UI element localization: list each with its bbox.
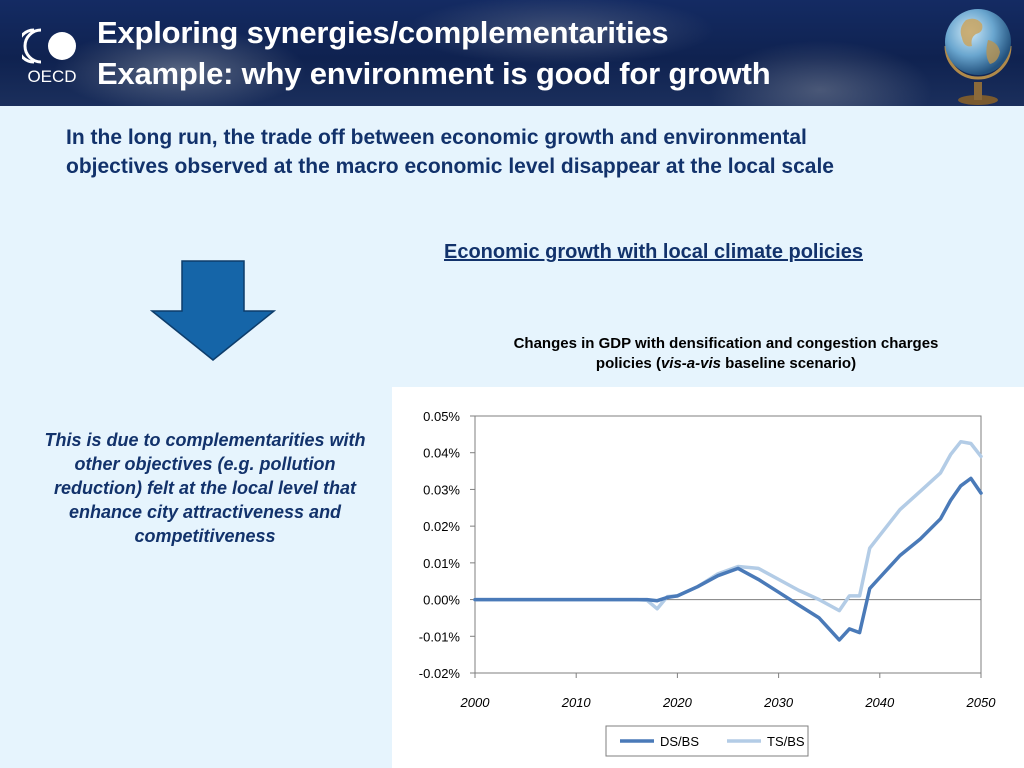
logo-text: OECD [27,67,76,84]
intro-text: In the long run, the trade off between e… [66,126,834,178]
chart-panel: 0.05% 0.04% 0.03% 0.02% 0.01% 0.00% -0.01% -0.0… [392,387,1024,768]
side-note-text: This is due to complementarities with ot… [44,430,366,546]
x-tick-label: 2040 [864,695,895,710]
legend-box [605,725,809,757]
chart-title-line-1: Changes in GDP with densification and co… [513,335,939,352]
chart-title-italic: vis-a-vis [660,355,721,372]
y-tick-label: 0.01% [423,556,460,571]
x-tick-label: 2030 [763,695,794,710]
title-banner: OECD Exploring synergies/complementariti… [0,0,1024,106]
chart-title: Changes in GDP with densification and co… [470,334,982,374]
y-tick-label: -0.01% [419,629,461,644]
y-tick-label: 0.04% [423,446,460,461]
slide-title-line-1: Exploring synergies/complementarities [97,15,669,50]
down-arrow-icon [150,260,276,361]
slide-title-line-2: Example: why environment is good for gro… [97,56,771,91]
y-tick-label: 0.02% [423,519,460,534]
chart-section-heading: Economic growth with local climate polic… [444,241,863,263]
globe-icon [944,9,1012,105]
oecd-logo: OECD [22,28,77,84]
x-tick-label: 2000 [460,695,491,710]
chart-title-pre: policies ( [595,355,661,372]
x-tick-label: 2050 [966,695,997,710]
y-tick-label: 0.05% [423,409,460,424]
chart-title-post: baseline scenario) [721,355,857,372]
y-tick-label: 0.03% [423,482,460,497]
y-tick-label: -0.02% [419,666,461,681]
plot-area-border [474,415,982,674]
series-line-ds-bs [473,476,983,642]
legend-label: TS/BS [767,734,805,749]
chart-title-line-2: policies (vis-a-vis baseline scenario) [470,354,982,374]
series-line-ts-bs [473,439,983,613]
x-tick-label: 2010 [561,695,592,710]
gdp-line-chart: 0.05% 0.04% 0.03% 0.02% 0.01% 0.00% -0.01% -0.0… [419,409,997,757]
legend-label: DS/BS [660,734,699,749]
x-tick-label: 2020 [662,695,693,710]
y-tick-label: 0.00% [423,593,460,608]
